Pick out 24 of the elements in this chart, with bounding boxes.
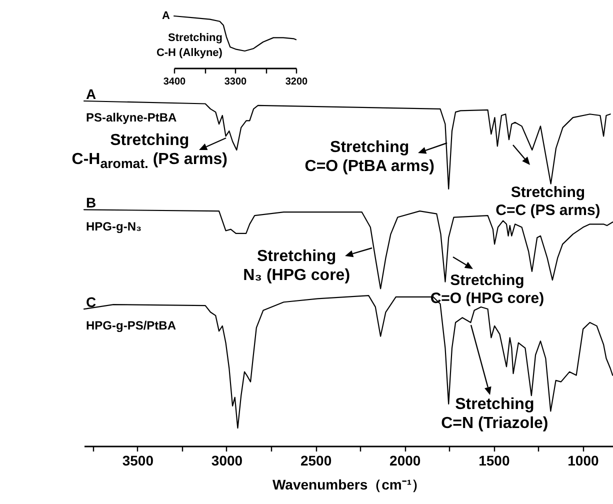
- annotation: HPG-g-PS/PtBA: [86, 318, 176, 334]
- x-tick-label: 1000: [568, 452, 599, 468]
- series-label: C: [86, 294, 96, 310]
- x-tick-label: 3200: [285, 76, 308, 88]
- x-tick-label: 1500: [478, 452, 510, 468]
- x-tick-label: 3400: [163, 76, 186, 88]
- annotation: Stretching C=N (Triazole): [441, 395, 548, 434]
- series-label: B: [86, 194, 96, 211]
- series-label: A: [162, 10, 170, 22]
- series-label: A: [86, 86, 96, 102]
- annotation: HPG-g-N₃: [86, 219, 142, 234]
- x-axis-title: Wavenumbers（cm⁻¹）: [272, 476, 426, 492]
- x-tick-label: 2500: [300, 452, 332, 468]
- annotation: Stretching C=O (PtBA arms): [304, 138, 434, 176]
- annotation: PS-alkyne-PtBA: [86, 110, 177, 126]
- annotation: Stretching N₃ (HPG core): [243, 246, 350, 285]
- annotation: Stretching C-H (Alkyne): [156, 31, 222, 61]
- x-tick-label: 3000: [211, 452, 243, 468]
- annotation: Stretching C-H$_{aromat.}$ (PS arms): [72, 130, 228, 174]
- x-tick-label: 2000: [390, 452, 421, 468]
- annotation: Stretching C=O (HPG core): [430, 272, 544, 308]
- x-tick-label: 3500: [122, 452, 154, 468]
- annotation: Stretching C=C (PS arms): [496, 184, 600, 220]
- x-tick-label: 3300: [224, 76, 248, 88]
